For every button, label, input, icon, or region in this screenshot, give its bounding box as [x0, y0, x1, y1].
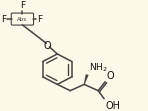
Text: OH: OH: [105, 100, 120, 111]
Text: F: F: [1, 15, 7, 24]
Text: Abs: Abs: [17, 17, 28, 22]
Text: F: F: [20, 1, 25, 10]
FancyBboxPatch shape: [11, 13, 34, 25]
Text: O: O: [106, 71, 114, 81]
Text: O: O: [44, 41, 51, 51]
Text: NH$_2$: NH$_2$: [89, 61, 108, 74]
Polygon shape: [84, 74, 89, 84]
Text: F: F: [37, 15, 42, 24]
